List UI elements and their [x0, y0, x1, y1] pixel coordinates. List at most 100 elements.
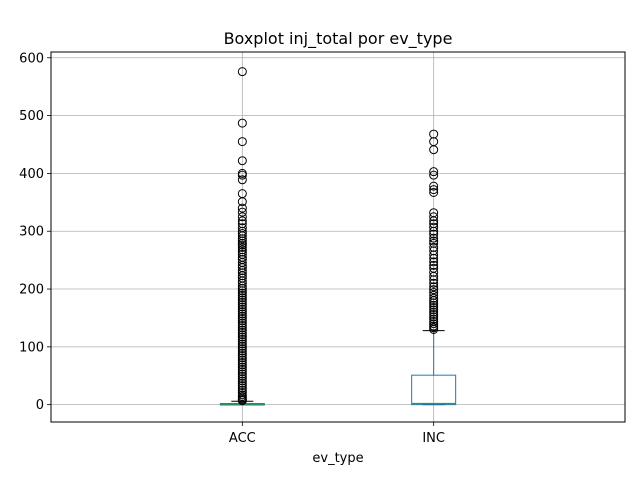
outlier-point [429, 181, 439, 191]
outlier-point [429, 314, 439, 324]
outlier-point [237, 371, 247, 381]
outlier-point [429, 250, 439, 260]
outlier-point [429, 236, 439, 246]
outlier-point [237, 364, 247, 374]
outlier-point [237, 374, 247, 384]
y-tick-label: 500 [19, 109, 44, 124]
outlier-point [429, 222, 439, 232]
outlier-point [237, 314, 247, 324]
chart-title: Boxplot inj_total por ev_type [224, 29, 453, 49]
box-group-inc [411, 129, 457, 406]
y-tick-label: 600 [19, 51, 44, 66]
outlier-point [237, 170, 247, 180]
outlier-point [429, 271, 439, 281]
outlier-point [429, 305, 439, 315]
outlier-point [429, 285, 439, 295]
outlier-point [429, 229, 439, 239]
outlier-point [237, 281, 247, 291]
outlier-point [237, 327, 247, 337]
outlier-point [237, 360, 247, 370]
outlier-point [237, 288, 247, 298]
outlier-point [237, 376, 247, 386]
box [411, 374, 457, 406]
outlier-point [237, 290, 247, 300]
outlier-point [237, 383, 247, 393]
outlier-point [429, 298, 439, 308]
outlier-point [237, 295, 247, 305]
outlier-point [429, 296, 439, 306]
outlier-point [429, 303, 439, 313]
outlier-point [429, 170, 439, 180]
outlier-point [237, 369, 247, 379]
outlier-point [237, 156, 247, 166]
outlier-point [429, 312, 439, 322]
outlier-point [237, 339, 247, 349]
outlier-point [237, 332, 247, 342]
y-tick-label: 400 [19, 167, 44, 182]
outlier-point [429, 275, 439, 285]
outlier-point [237, 307, 247, 317]
outlier-point [429, 300, 439, 310]
outlier-point [237, 355, 247, 365]
outlier-point [237, 330, 247, 340]
outlier-point [237, 396, 247, 406]
outlier-point [237, 346, 247, 356]
outlier-point [429, 307, 439, 317]
outlier-point [429, 167, 439, 177]
box-group-acc [219, 67, 265, 406]
outlier-point [429, 325, 439, 334]
outlier-point [237, 323, 247, 333]
outlier-point [237, 311, 247, 321]
outlier-point [237, 67, 247, 77]
outlier-point [237, 381, 247, 391]
outlier-point [429, 212, 439, 222]
outlier-point [237, 367, 247, 377]
outlier-point [429, 282, 439, 292]
outlier-point [429, 216, 439, 226]
outlier-point [237, 353, 247, 363]
x-axis-label: ev_type [312, 451, 363, 466]
y-tick-label: 0 [36, 398, 44, 413]
plot-layer [219, 67, 457, 406]
y-tick-label: 300 [19, 225, 44, 240]
outlier-point [429, 260, 439, 270]
outlier-point [237, 212, 247, 222]
outlier-point [237, 216, 247, 226]
outlier-point [237, 302, 247, 312]
outlier-point [429, 257, 439, 267]
outlier-point [237, 320, 247, 330]
outlier-point [237, 362, 247, 372]
axis-layer: 0 100 200 300 400 500 600 ACC INC [19, 51, 445, 446]
outlier-point [429, 145, 439, 155]
grid-layer [51, 52, 625, 422]
outlier-point [237, 236, 247, 246]
outlier-point [237, 118, 247, 128]
outlier-point [237, 318, 247, 328]
outlier-point [429, 319, 439, 329]
outlier-point [237, 304, 247, 314]
outlier-point [237, 283, 247, 293]
outlier-point [237, 344, 247, 354]
outlier-point [237, 378, 247, 388]
y-tick-label: 200 [19, 283, 44, 298]
x-tick-label: ACC [229, 431, 256, 446]
outlier-point [237, 240, 247, 250]
outlier-point [237, 348, 247, 358]
outlier-point [237, 286, 247, 296]
outlier-point [237, 334, 247, 344]
outlier-point [237, 137, 247, 147]
outlier-point [237, 203, 247, 213]
outlier-point [237, 316, 247, 326]
outlier-point [237, 300, 247, 310]
outlier-point [237, 234, 247, 244]
outlier-point [237, 357, 247, 367]
outlier-point [429, 253, 439, 263]
y-tick-label: 100 [19, 340, 44, 355]
outlier-point [429, 278, 439, 288]
outlier-point [237, 197, 247, 207]
outlier-point [237, 293, 247, 303]
outlier-point [237, 325, 247, 335]
outlier-point [237, 175, 247, 185]
outlier-point [237, 207, 247, 217]
outlier-point [429, 187, 439, 197]
